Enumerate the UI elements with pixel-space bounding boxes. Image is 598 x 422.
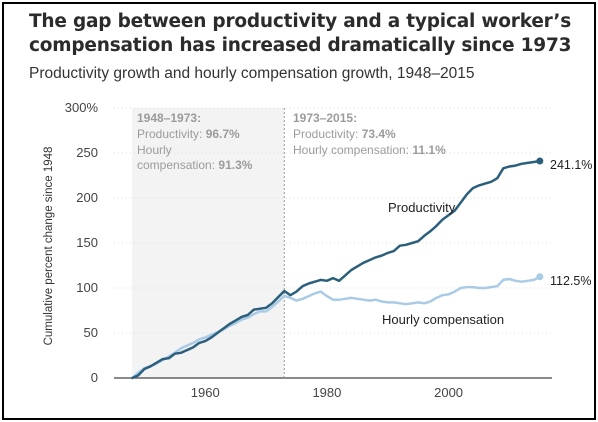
series-label-productivity: Productivity bbox=[388, 200, 456, 215]
annotation-2-productivity: Productivity: 73.4% bbox=[293, 127, 396, 141]
x-tick-label: 1980 bbox=[312, 385, 341, 400]
series-line-productivity bbox=[131, 159, 542, 380]
end-point-productivity bbox=[536, 157, 544, 165]
annotation-1-productivity: Productivity: 96.7% bbox=[137, 127, 240, 141]
annotation-1-compensation-value: 91.3% bbox=[218, 158, 252, 172]
annotation-1-hourly: Hourly bbox=[137, 143, 172, 157]
annotation-1-compensation-label: compensation: bbox=[137, 158, 218, 172]
chart-title: The gap between productivity and a typic… bbox=[29, 11, 572, 56]
annotation-2-heading: 1973–2015: bbox=[293, 111, 357, 125]
y-tick-label: 50 bbox=[84, 325, 98, 340]
y-tick-label: 250 bbox=[76, 145, 98, 160]
annotation-1-compensation: compensation: 91.3% bbox=[137, 158, 253, 172]
annotation-2-productivity-label: Productivity: bbox=[293, 127, 362, 141]
annotation-period-1973-2015: 1973–2015: Productivity: 73.4% Hourly co… bbox=[293, 111, 446, 157]
y-tick-label: 300% bbox=[65, 100, 99, 115]
end-label-productivity: 241.1% bbox=[550, 158, 592, 172]
line-chart: 0 50 100 150 200 250 300% 1960 1980 2000 Cumulat… bbox=[43, 100, 592, 400]
annotation-period-1948-1973: 1948–1973: Productivity: 96.7% Hourly co… bbox=[137, 111, 253, 172]
y-tick-label: 0 bbox=[91, 370, 98, 385]
annotation-2-compensation: Hourly compensation: 11.1% bbox=[293, 143, 446, 157]
annotation-2-compensation-value: 11.1% bbox=[412, 143, 446, 157]
series-label-hourly-compensation: Hourly compensation bbox=[382, 312, 504, 327]
x-tick-label: 2000 bbox=[434, 385, 463, 400]
annotation-1-productivity-value: 96.7% bbox=[206, 127, 240, 141]
x-tick-label: 1960 bbox=[191, 385, 220, 400]
x-axis-ticks: 1960 1980 2000 bbox=[191, 385, 463, 400]
chart-subtitle: Productivity growth and hourly compensat… bbox=[29, 65, 475, 82]
gridlines bbox=[114, 107, 552, 379]
y-axis-label: Cumulative percent change since 1948 bbox=[43, 147, 55, 346]
end-point-hourly-compensation bbox=[536, 273, 544, 281]
series-line-hourly-compensation bbox=[131, 275, 542, 380]
annotation-1-heading: 1948–1973: bbox=[137, 111, 201, 125]
annotation-2-productivity-value: 73.4% bbox=[362, 127, 396, 141]
series-points bbox=[536, 157, 544, 281]
y-axis-ticks: 0 50 100 150 200 250 300% bbox=[65, 100, 99, 385]
annotation-2-compensation-label: Hourly compensation: bbox=[293, 143, 412, 157]
y-tick-label: 200 bbox=[76, 190, 98, 205]
end-label-hourly-compensation: 112.5% bbox=[550, 274, 591, 288]
annotation-1-productivity-label: Productivity: bbox=[137, 127, 206, 141]
y-tick-label: 150 bbox=[76, 235, 98, 250]
y-tick-label: 100 bbox=[76, 280, 98, 295]
